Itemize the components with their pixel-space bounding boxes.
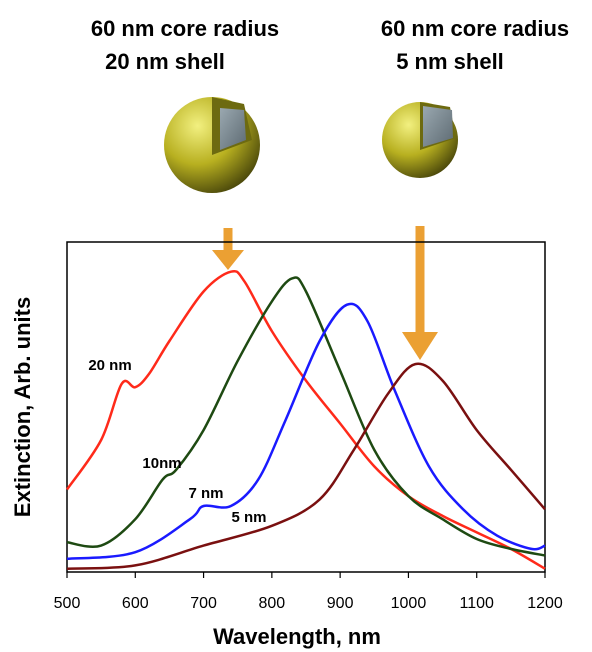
heading: 5 nm shell [396, 49, 504, 74]
heading: 60 nm core radius [381, 16, 569, 41]
arrow [212, 228, 244, 270]
heading: 60 nm core radius [91, 16, 279, 41]
x-tick-label: 700 [190, 595, 217, 612]
line-series [67, 271, 545, 569]
x-tick-label: 1100 [460, 595, 495, 612]
series-label: 5 nm [231, 509, 266, 526]
sphere-illustration [382, 102, 458, 178]
y-axis-label: Extinction, Arb. units [10, 297, 35, 517]
x-tick-label: 1200 [527, 595, 563, 612]
heading: 20 nm shell [105, 49, 225, 74]
chart: 60 nm core radius 20 nm shell 60 nm core… [0, 0, 592, 652]
line-series [67, 277, 545, 555]
arrow [402, 226, 438, 360]
x-tick-label: 600 [122, 595, 149, 612]
x-tick-label: 1000 [391, 595, 427, 612]
x-tick-label: 800 [259, 595, 286, 612]
series-label: 7 nm [188, 485, 223, 502]
series-label: 10nm [142, 455, 181, 472]
x-tick-label: 900 [327, 595, 354, 612]
line-series [67, 304, 545, 559]
series-label: 20 nm [88, 357, 131, 374]
sphere-illustration [164, 97, 260, 193]
x-tick-label: 500 [54, 595, 81, 612]
x-axis-label: Wavelength, nm [213, 624, 381, 649]
